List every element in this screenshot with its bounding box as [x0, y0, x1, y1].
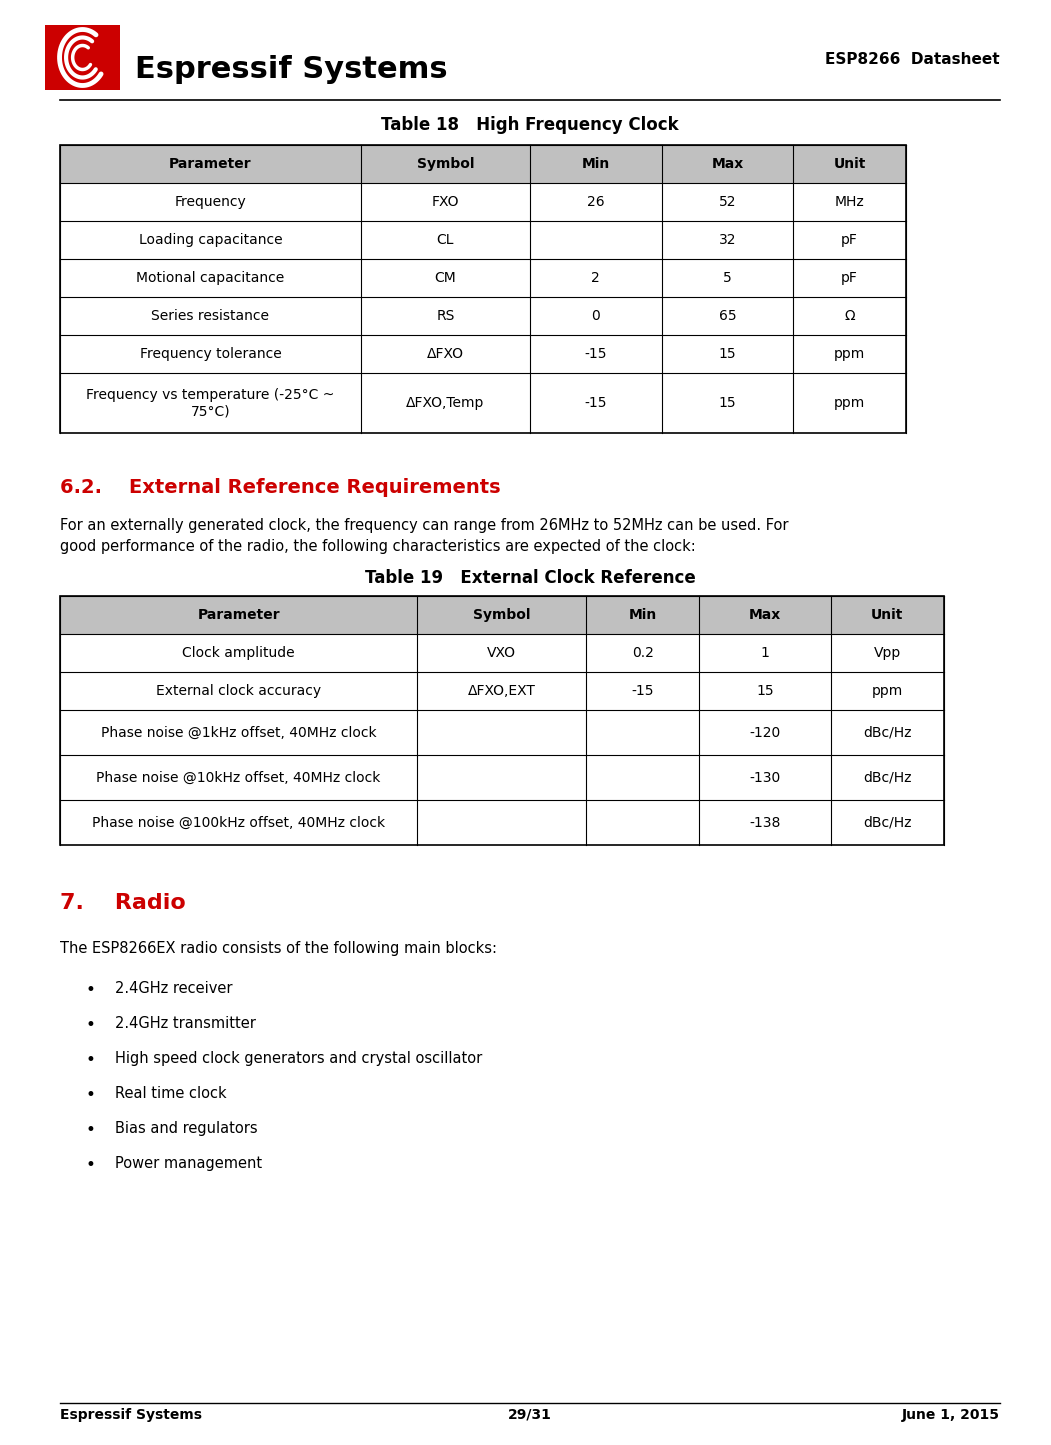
- Text: Bias and regulators: Bias and regulators: [115, 1121, 257, 1136]
- Text: 0: 0: [592, 309, 600, 324]
- Text: Espressif Systems: Espressif Systems: [60, 1407, 202, 1422]
- Text: 15: 15: [719, 396, 736, 410]
- Text: 15: 15: [756, 683, 774, 698]
- FancyBboxPatch shape: [45, 25, 120, 90]
- Text: •: •: [85, 981, 95, 998]
- Text: 1: 1: [761, 646, 769, 660]
- Text: •: •: [85, 1087, 95, 1104]
- Text: ΔFXO,EXT: ΔFXO,EXT: [468, 683, 536, 698]
- Text: Series resistance: Series resistance: [151, 309, 269, 324]
- Text: Min: Min: [581, 158, 610, 171]
- Text: Min: Min: [628, 608, 657, 621]
- Text: 26: 26: [588, 195, 604, 210]
- Text: -15: -15: [584, 347, 607, 361]
- Text: For an externally generated clock, the frequency can range from 26MHz to 52MHz c: For an externally generated clock, the f…: [60, 517, 788, 553]
- Text: ESP8266  Datasheet: ESP8266 Datasheet: [825, 52, 1000, 68]
- Text: Ω: Ω: [844, 309, 854, 324]
- Text: Symbol: Symbol: [473, 608, 531, 621]
- Text: -130: -130: [749, 770, 781, 785]
- Text: 2.4GHz transmitter: 2.4GHz transmitter: [115, 1016, 255, 1030]
- Text: ppm: ppm: [871, 683, 903, 698]
- Text: The ESP8266EX radio consists of the following main blocks:: The ESP8266EX radio consists of the foll…: [60, 941, 497, 957]
- Text: High speed clock generators and crystal oscillator: High speed clock generators and crystal …: [115, 1051, 482, 1066]
- Text: -15: -15: [632, 683, 654, 698]
- Text: Clock amplitude: Clock amplitude: [182, 646, 295, 660]
- Text: Table 18   High Frequency Clock: Table 18 High Frequency Clock: [382, 116, 679, 134]
- Text: 5: 5: [723, 272, 731, 285]
- Text: Frequency vs temperature (-25°C ~
75°C): Frequency vs temperature (-25°C ~ 75°C): [86, 387, 334, 418]
- Text: Table 19   External Clock Reference: Table 19 External Clock Reference: [365, 569, 696, 587]
- Text: Phase noise @100kHz offset, 40MHz clock: Phase noise @100kHz offset, 40MHz clock: [92, 815, 385, 829]
- Text: pF: pF: [841, 272, 858, 285]
- Text: External clock accuracy: External clock accuracy: [156, 683, 322, 698]
- Text: Loading capacitance: Loading capacitance: [139, 233, 283, 247]
- Text: Espressif Systems: Espressif Systems: [135, 55, 448, 84]
- Bar: [60, 595, 944, 634]
- Text: Unit: Unit: [833, 158, 866, 171]
- Text: 32: 32: [719, 233, 736, 247]
- Text: 29/31: 29/31: [508, 1407, 552, 1422]
- Text: Motional capacitance: Motional capacitance: [137, 272, 285, 285]
- Text: Phase noise @1kHz offset, 40MHz clock: Phase noise @1kHz offset, 40MHz clock: [101, 725, 376, 740]
- Text: 52: 52: [719, 195, 736, 210]
- Text: FXO: FXO: [432, 195, 459, 210]
- Text: ΔFXO: ΔFXO: [427, 347, 463, 361]
- Bar: [60, 144, 906, 434]
- Text: CM: CM: [434, 272, 456, 285]
- Text: Max: Max: [749, 608, 781, 621]
- Text: Real time clock: Real time clock: [115, 1087, 227, 1101]
- Text: ppm: ppm: [834, 396, 865, 410]
- Text: dBc/Hz: dBc/Hz: [863, 725, 911, 740]
- Text: 65: 65: [719, 309, 736, 324]
- Text: Vpp: Vpp: [873, 646, 901, 660]
- Text: -120: -120: [749, 725, 781, 740]
- Text: 2.4GHz receiver: 2.4GHz receiver: [115, 981, 232, 996]
- Text: •: •: [85, 1156, 95, 1173]
- Text: ppm: ppm: [834, 347, 865, 361]
- Text: 2: 2: [592, 272, 600, 285]
- Text: Power management: Power management: [115, 1156, 262, 1170]
- Text: Parameter: Parameter: [198, 608, 280, 621]
- Text: CL: CL: [436, 233, 454, 247]
- Text: 15: 15: [719, 347, 736, 361]
- Text: •: •: [85, 1121, 95, 1139]
- Text: June 1, 2015: June 1, 2015: [902, 1407, 1000, 1422]
- Text: Max: Max: [712, 158, 743, 171]
- Text: Parameter: Parameter: [169, 158, 251, 171]
- Text: Frequency tolerance: Frequency tolerance: [140, 347, 282, 361]
- Text: dBc/Hz: dBc/Hz: [863, 815, 911, 829]
- Text: VXO: VXO: [488, 646, 516, 660]
- Bar: [60, 595, 944, 845]
- Text: 0.2: 0.2: [632, 646, 654, 660]
- Text: 7.    Radio: 7. Radio: [60, 893, 186, 913]
- Text: •: •: [85, 1016, 95, 1035]
- Text: Unit: Unit: [871, 608, 904, 621]
- Text: 6.2.    External Reference Requirements: 6.2. External Reference Requirements: [60, 478, 500, 497]
- Text: ΔFXO,Temp: ΔFXO,Temp: [407, 396, 485, 410]
- Text: pF: pF: [841, 233, 858, 247]
- Text: MHz: MHz: [834, 195, 865, 210]
- Text: Phase noise @10kHz offset, 40MHz clock: Phase noise @10kHz offset, 40MHz clock: [97, 770, 380, 785]
- Text: -138: -138: [749, 815, 781, 829]
- Bar: [60, 144, 906, 184]
- Text: •: •: [85, 1051, 95, 1069]
- Text: dBc/Hz: dBc/Hz: [863, 770, 911, 785]
- Text: Symbol: Symbol: [416, 158, 474, 171]
- Text: RS: RS: [436, 309, 455, 324]
- Text: -15: -15: [584, 396, 607, 410]
- Text: Frequency: Frequency: [174, 195, 246, 210]
